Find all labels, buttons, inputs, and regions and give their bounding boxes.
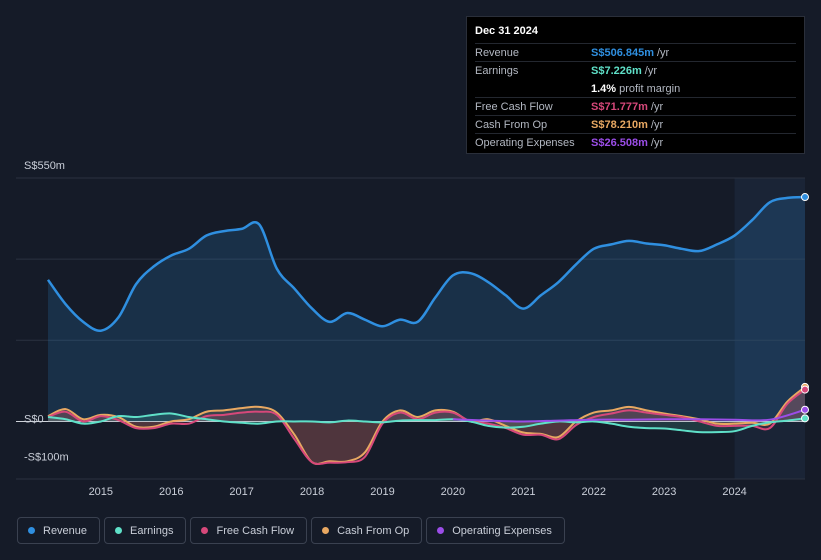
- tooltip-label: Revenue: [475, 46, 520, 59]
- line-operating-expenses: [452, 408, 806, 423]
- tooltip-label: Cash From Op: [475, 118, 548, 131]
- tooltip-value: S$26.508m: [591, 136, 648, 149]
- x-tick-label: 2018: [300, 486, 324, 498]
- tooltip-row: Revenue S$506.845m/yr: [475, 43, 796, 61]
- tooltip-value: 1.4%: [591, 82, 617, 95]
- tooltip-value: S$7.226m: [591, 64, 642, 77]
- tooltip: Dec 31 2024 Revenue S$506.845m/yr Earnings…: [466, 16, 805, 154]
- tooltip-unit: /yr: [650, 136, 664, 149]
- area-earnings: [48, 413, 805, 433]
- legend-dot-icon: [115, 527, 123, 534]
- y-tick-label: -S$100m: [24, 452, 69, 464]
- tooltip-row: Free Cash Flow S$71.777m/yr: [475, 97, 796, 115]
- x-tick-label: 2024: [722, 486, 746, 498]
- tooltip-value: S$506.845m: [591, 46, 654, 59]
- legend-label: Cash From Op: [337, 524, 410, 537]
- x-tick-label: 2021: [511, 486, 535, 498]
- legend-item-revenue[interactable]: Revenue: [17, 517, 101, 544]
- legend-dot-icon: [322, 527, 330, 534]
- grid: [16, 177, 805, 480]
- area-revenue: [48, 197, 805, 422]
- legend-dot-icon: [437, 527, 445, 534]
- legend-item-operating-expenses[interactable]: Operating Expenses: [426, 517, 565, 544]
- y-tick-label: S$0: [24, 413, 44, 425]
- x-tick-label: 2016: [159, 486, 183, 498]
- legend-label: Free Cash Flow: [216, 524, 295, 537]
- end-marker-earnings: [801, 414, 809, 423]
- x-tick-label: 2019: [370, 486, 394, 498]
- tooltip-row: Earnings S$7.226m/yr: [475, 61, 796, 79]
- end-markers: [801, 193, 809, 423]
- x-tick-label: 2023: [652, 486, 676, 498]
- tooltip-label: Free Cash Flow: [475, 100, 553, 113]
- tooltip-value: S$78.210m: [591, 118, 648, 131]
- y-tick-label: S$550m: [24, 160, 65, 172]
- legend-label: Revenue: [43, 524, 88, 537]
- axis-layer: S$550m S$0 -S$100m 2015 2016 2017 2018 2019 2020…: [24, 160, 747, 498]
- legend-item-free-cash-flow[interactable]: Free Cash Flow: [190, 517, 308, 544]
- line-revenue: [46, 195, 806, 332]
- tooltip-rows: Revenue S$506.845m/yr Earnings S$7.226m/yr 1…: [475, 43, 796, 151]
- legend: Revenue Earnings Free Cash Flow Cash From O…: [17, 517, 565, 544]
- x-tick-label: 2015: [89, 486, 113, 498]
- tooltip-row: Cash From Op S$78.210m/yr: [475, 115, 796, 133]
- tooltip-label: Earnings: [475, 64, 519, 77]
- legend-dot-icon: [201, 527, 209, 534]
- tooltip-label: Operating Expenses: [475, 136, 575, 149]
- end-marker-revenue: [801, 193, 809, 202]
- legend-item-earnings[interactable]: Earnings: [104, 517, 187, 544]
- tooltip-unit: /yr: [650, 118, 664, 131]
- legend-item-cash-from-op[interactable]: Cash From Op: [311, 517, 423, 544]
- tooltip-unit: /yr: [650, 100, 664, 113]
- x-tick-label: 2020: [441, 486, 465, 498]
- end-marker-free-cash-flow: [801, 385, 809, 394]
- tooltip-row: Operating Expenses S$26.508m/yr: [475, 133, 796, 151]
- tooltip-unit: profit margin: [619, 82, 681, 95]
- series-layer: [46, 195, 806, 466]
- tooltip-unit: /yr: [644, 64, 657, 77]
- tooltip-date: Dec 31 2024: [475, 25, 538, 37]
- line-earnings: [47, 412, 806, 434]
- x-tick-label: 2022: [582, 486, 606, 498]
- legend-label: Earnings: [130, 524, 174, 537]
- legend-label: Operating Expenses: [452, 524, 552, 537]
- line-free-cash-flow: [47, 388, 806, 466]
- tooltip-row: 1.4% profit margin: [475, 79, 796, 97]
- end-marker-operating-expenses: [801, 405, 809, 414]
- legend-dot-icon: [28, 527, 35, 534]
- x-tick-label: 2017: [229, 486, 253, 498]
- tooltip-value: S$71.777m: [591, 100, 648, 113]
- tooltip-unit: /yr: [657, 46, 670, 59]
